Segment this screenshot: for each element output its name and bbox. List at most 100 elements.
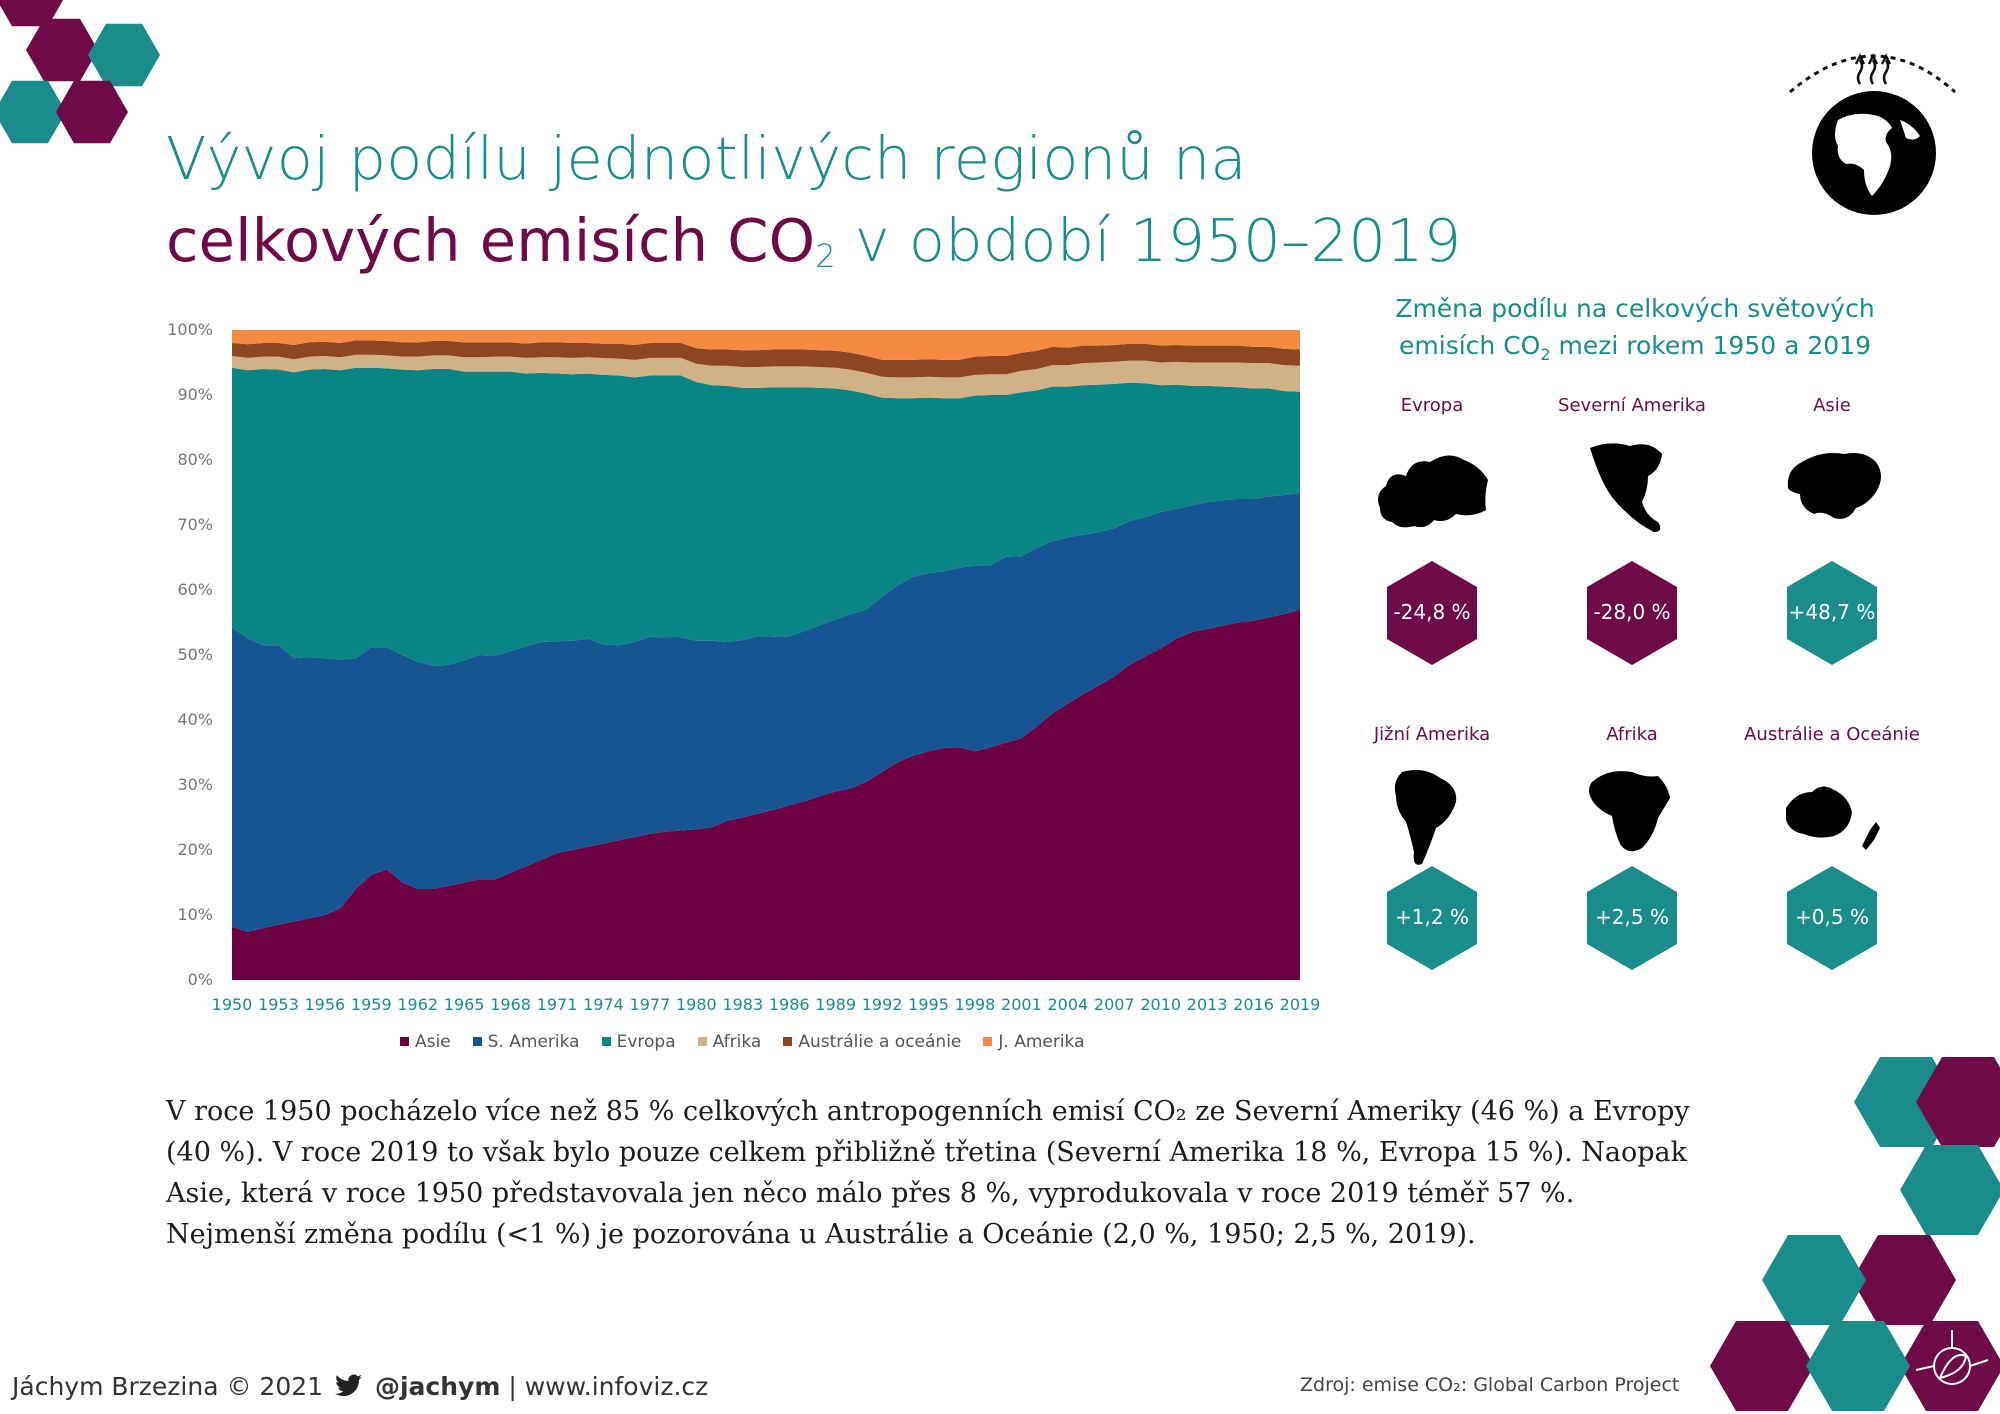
y-tick-label: 90% [177, 385, 213, 404]
change-value: +0,5 % [1795, 905, 1869, 929]
x-tick-label: 1974 [583, 995, 624, 1014]
area-afrika [232, 354, 1300, 399]
decorative-hexagon [56, 80, 128, 144]
legend-item: Evropa [601, 1031, 676, 1052]
twitter-bird-icon [335, 1374, 363, 1404]
legend-item: Asie [400, 1032, 451, 1052]
legend-swatch [983, 1037, 993, 1046]
globe-emissions-icon [1789, 53, 1957, 215]
x-tick-label: 1962 [397, 995, 438, 1014]
x-tick-label: 2013 [1187, 995, 1228, 1014]
legend-swatch [400, 1037, 409, 1046]
region-name: Severní Amerika [1558, 395, 1706, 416]
decorative-hexagon [1762, 1235, 1866, 1325]
y-tick-label: 10% [177, 905, 213, 924]
x-tick-label: 2001 [1001, 995, 1042, 1014]
heat-wave [1882, 59, 1890, 85]
legend-label: Asie [415, 1031, 451, 1052]
side-title-line-2a: emisích CO [1399, 331, 1541, 360]
region-name: Afrika [1606, 724, 1658, 745]
x-tick-label: 2016 [1233, 995, 1274, 1014]
y-tick-label: 0% [188, 970, 213, 989]
legend-label: Evropa [616, 1031, 676, 1052]
north-america-map-icon [1590, 443, 1662, 532]
africa-map-icon [1589, 771, 1670, 852]
legend-item: Austrálie a oceánie [783, 1032, 961, 1052]
x-tick-label: 1998 [955, 995, 996, 1014]
x-tick-label: 1977 [630, 995, 671, 1014]
x-tick-label: 1959 [351, 995, 392, 1014]
change-value: +2,5 % [1595, 905, 1669, 929]
title-subscript: 2 [815, 237, 836, 275]
decorative-hexagons-top-left [0, 0, 160, 144]
asia-map-icon [1787, 453, 1881, 519]
title-part-2: celkových emisích CO [166, 206, 816, 275]
heat-wave [1856, 59, 1864, 85]
summary-text: V roce 1950 pocházelo více než 85 % celk… [166, 1096, 1690, 1250]
europe-map-icon [1378, 455, 1488, 528]
side-title-line-1: Změna podílu na celkových světových [1395, 294, 1875, 323]
decorative-hexagons-bottom-right [1710, 1057, 2000, 1411]
footer-separator: | [508, 1372, 517, 1401]
x-tick-label: 1983 [722, 995, 763, 1014]
x-tick-label: 1992 [862, 995, 903, 1014]
change-hexagon [1787, 561, 1877, 665]
area-s-amerika [232, 492, 1300, 932]
x-tick-label: 1986 [769, 995, 810, 1014]
decorative-hexagon [1900, 1145, 2000, 1235]
legend-label: J. Amerika [998, 1031, 1085, 1052]
y-tick-label: 20% [177, 840, 213, 859]
x-tick-label: 1950 [212, 995, 253, 1014]
data-source: Zdroj: emise CO₂: Global Carbon Project [1300, 1374, 1680, 1396]
region-name: Austrálie a Oceánie [1744, 724, 1920, 745]
title-part-1: Vývoj podílu jednotlivých regionů na [166, 124, 1247, 193]
website-link[interactable]: www.infoviz.cz [524, 1372, 709, 1401]
decorative-hexagon [1916, 1057, 2000, 1147]
side-title-subscript: 2 [1540, 345, 1551, 364]
legend-swatch [601, 1037, 611, 1046]
legend-label: Austrálie a oceánie [798, 1031, 962, 1052]
legend-swatch [472, 1037, 482, 1046]
y-tick-label: 100% [167, 320, 213, 339]
x-tick-label: 1965 [444, 995, 485, 1014]
area-asie [232, 609, 1300, 980]
region-change-panel [1378, 443, 1881, 970]
y-tick-label: 30% [177, 775, 213, 794]
x-tick-label: 1989 [815, 995, 856, 1014]
twitter-handle[interactable]: @jachym [374, 1372, 501, 1401]
x-tick-label: 1953 [258, 995, 299, 1014]
side-title-line-2b: mezi rokem 1950 a 2019 [1550, 331, 1871, 360]
x-tick-label: 1956 [305, 995, 346, 1014]
change-hexagon [1787, 866, 1877, 970]
decorative-hexagon [0, 0, 64, 27]
area-evropa [232, 367, 1300, 666]
author-credit: Jáchym Brzezina © 2021 [12, 1372, 324, 1401]
x-tick-label: 2007 [1094, 995, 1135, 1014]
legend-swatch [697, 1037, 707, 1046]
region-name: Asie [1813, 395, 1851, 416]
leaf-circuit-icon [1915, 1330, 1989, 1385]
change-value: -24,8 % [1393, 600, 1471, 624]
legend-label: Afrika [712, 1031, 762, 1052]
heat-wave [1869, 59, 1877, 85]
decorative-hexagon [1710, 1321, 1814, 1411]
x-tick-label: 1980 [676, 995, 717, 1014]
decorative-hexagon [1806, 1321, 1910, 1411]
decorative-hexagon [1852, 1235, 1956, 1325]
legend-item: S. Amerika [472, 1032, 580, 1052]
x-tick-label: 2010 [1140, 995, 1181, 1014]
change-hexagon [1387, 561, 1477, 665]
legend-item: Afrika [697, 1031, 762, 1052]
x-tick-label: 1971 [537, 995, 578, 1014]
title-part-3: v období 1950–2019 [854, 206, 1462, 275]
legend-swatch [783, 1037, 793, 1046]
change-hexagon [1387, 866, 1477, 970]
change-value: +48,7 % [1788, 600, 1876, 624]
y-tick-label: 40% [177, 710, 213, 729]
page-title: Vývoj podílu jednotlivých regionů na cel… [166, 118, 1546, 297]
area-austrálie-a-oceánie [232, 340, 1300, 378]
region-name: Jižní Amerika [1373, 724, 1491, 745]
decorative-hexagon [1900, 1321, 2000, 1411]
heat-arrow [1880, 53, 1892, 65]
side-panel-title: Změna podílu na celkových světových emis… [1365, 290, 1905, 373]
